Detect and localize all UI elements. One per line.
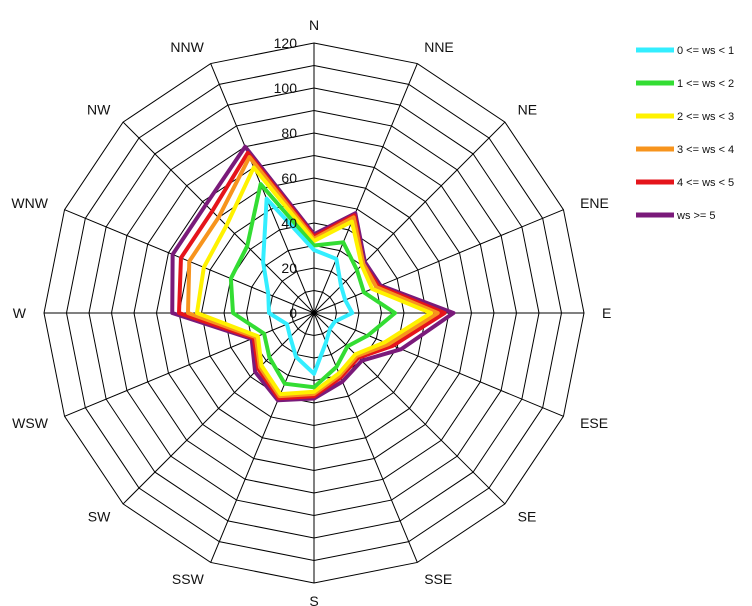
tick-label-120: 120 [274,35,298,51]
legend-label: 0 <= ws < 1 [677,45,734,57]
spoke-ssw [210,312,315,563]
legend-item: ws >= 5 [636,210,716,222]
direction-label-e: E [602,305,611,321]
spoke-ese [313,312,564,417]
legend-label: 4 <= ws < 5 [677,177,734,189]
series-ws-5 [170,144,456,403]
series-0-ws-1 [261,196,355,376]
direction-label-se: SE [518,509,537,525]
legend: 0 <= ws < 1 1 <= ws < 2 2 <= ws < 3 3 <= ws… [636,45,734,222]
tick-label-40: 40 [281,215,297,231]
radial-tick-labels: 0 20 40 60 80 100 120 [274,35,298,321]
series-2-ws-3 [195,165,433,397]
series-3-ws-4 [186,155,440,399]
spoke-sse [313,312,418,563]
direction-labels: N NNE NE ENE E ESE SE SSE S SSW SW WSW W WNW NW NNW [11,17,611,606]
legend-item: 0 <= ws < 1 [636,45,734,57]
series-layer [170,144,456,403]
spoke-sw [122,312,315,505]
legend-item: 2 <= ws < 3 [636,111,734,123]
legend-item: 1 <= ws < 2 [636,78,734,90]
direction-label-w: W [13,305,27,321]
direction-label-s: S [309,593,318,606]
direction-label-ese: ESE [580,415,608,431]
direction-label-wnw: WNW [11,195,48,211]
spoke-ne [313,121,506,314]
legend-label: 2 <= ws < 3 [677,111,734,123]
tick-label-20: 20 [281,260,297,276]
radar-spokes [44,43,584,583]
direction-label-sse: SSE [424,571,452,587]
spoke-wsw [64,312,315,417]
legend-item: 3 <= ws < 4 [636,144,734,156]
direction-label-nnw: NNW [170,39,204,55]
direction-label-ne: NE [518,101,537,117]
legend-label: 1 <= ws < 2 [677,78,734,90]
direction-label-ssw: SSW [172,571,205,587]
direction-label-n: N [309,17,319,33]
direction-label-nne: NNE [424,39,454,55]
legend-label: 3 <= ws < 4 [677,144,734,156]
tick-label-80: 80 [281,125,297,141]
legend-label: ws >= 5 [676,210,716,222]
legend-item: 4 <= ws < 5 [636,177,734,189]
spoke-se [313,312,506,505]
direction-label-ene: ENE [580,195,609,211]
spoke-ene [313,209,564,314]
tick-label-60: 60 [281,170,297,186]
tick-label-100: 100 [274,80,298,96]
direction-label-nw: NW [87,101,111,117]
tick-label-0: 0 [289,305,297,321]
series-1-ws-2 [228,182,397,390]
spoke-nne [313,63,418,314]
direction-label-wsw: WSW [12,415,49,431]
direction-label-sw: SW [88,509,111,525]
